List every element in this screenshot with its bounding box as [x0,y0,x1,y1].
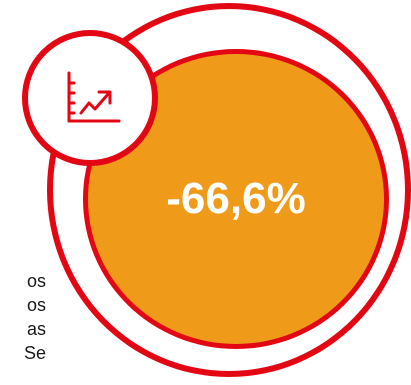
text-line: Se [23,343,46,363]
text-line: os [26,271,46,291]
text-line: as [26,319,46,339]
clipped-paragraph-text: os os as Se [0,269,46,365]
stat-value: -66,6% [166,174,306,223]
chart-trend-icon [67,71,121,123]
icon-badge [22,30,158,166]
text-line: os [26,295,46,315]
